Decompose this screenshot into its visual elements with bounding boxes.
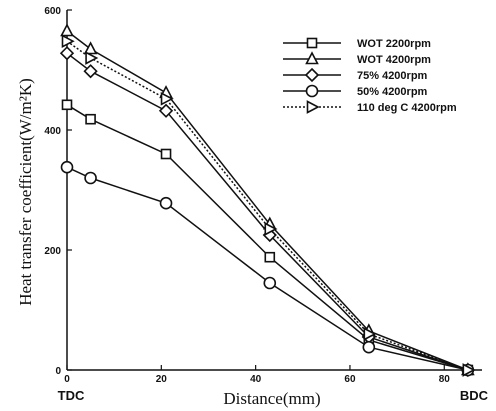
x-tick-label: 0 [64,374,70,385]
data-point [159,196,173,210]
legend-item: 50% 4200rpm [283,84,428,98]
legend: WOT 2200rpm WOT 4200rpm 75% 4200rpm 50% 420… [283,37,457,114]
data-point [59,46,75,61]
data-point [264,251,276,263]
x-tick-label: 20 [156,374,168,385]
x-axis: 0 20 40 60 80 [64,365,450,385]
data-point [158,103,174,118]
legend-label: WOT 2200rpm [357,38,431,50]
y-axis-title: Heat transfer coefficient(W/m²K) [16,78,35,306]
data-point [305,51,319,65]
data-point [61,34,75,49]
data-point [306,37,318,49]
data-point [85,51,99,65]
data-point [60,23,74,37]
data-point [160,91,174,106]
data-point [263,276,277,290]
data-point [84,171,97,185]
y-tick-label: 400 [44,126,61,137]
series-layer [59,23,476,378]
y-tick-label: 0 [55,366,61,377]
series-group [60,160,475,377]
series-line [66,52,469,371]
data-point [160,148,172,160]
x-tick-label: 60 [344,374,356,385]
data-point [304,67,320,83]
plot-frame [66,10,482,371]
legend-item: WOT 4200rpm [283,51,431,66]
series-group [61,34,476,377]
data-point [362,340,376,354]
data-point [305,84,319,98]
series-line [66,30,469,371]
y-tick-label: 200 [44,246,61,257]
legend-item: 75% 4200rpm [283,67,428,83]
y-axis: 0 200 400 600 [44,6,72,377]
data-point [85,113,96,125]
data-point [61,99,73,111]
legend-label: WOT 4200rpm [357,54,431,66]
legend-label: 50% 4200rpm [357,86,428,98]
x-tick-label: 40 [250,374,262,385]
data-point [306,100,320,114]
legend-item: WOT 2200rpm [283,37,431,50]
legend-label: 75% 4200rpm [357,70,428,82]
series-line [66,166,469,371]
x-tick-label: 80 [439,374,451,385]
y-tick-label: 600 [44,6,61,17]
legend-label: 110 deg C 4200rpm [357,102,457,114]
data-point [83,64,98,79]
data-point [363,327,377,341]
data-point [264,222,278,236]
tdc-label: TDC [58,388,85,403]
data-point [462,363,476,377]
data-point [60,160,74,174]
bdc-label: BDC [460,388,489,403]
legend-item: 110 deg C 4200rpm [283,100,457,114]
x-axis-title: Distance(mm) [223,389,320,408]
data-point [83,41,98,55]
